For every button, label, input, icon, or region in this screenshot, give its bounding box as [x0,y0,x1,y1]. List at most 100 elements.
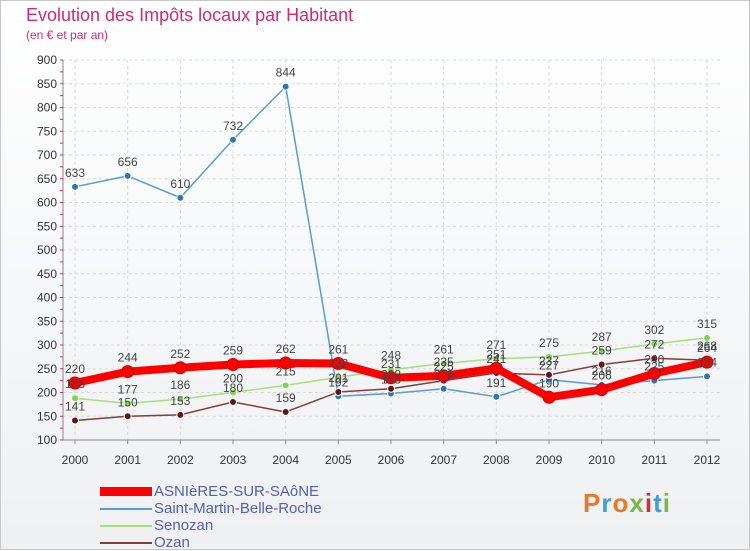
data-point [492,392,501,401]
data-label: 241 [486,352,506,366]
data-label: 275 [539,336,559,350]
data-label: 208 [434,368,454,382]
data-label: 216 [592,364,612,378]
data-point [176,410,185,419]
data-label: 227 [539,359,559,373]
x-tick-label: 2009 [536,453,563,467]
legend-item-asnieres: ASNIèRES-SUR-SAôNE [100,483,322,500]
y-tick-label: 350 [37,314,57,328]
x-tick-label: 2010 [588,453,615,467]
data-label: 208 [381,368,401,382]
logo-letter: o [612,488,630,518]
data-label: 153 [170,394,190,408]
data-point [650,354,659,363]
legend-item-ozan: Ozan [100,534,322,551]
data-point [71,394,79,403]
x-tick-label: 2012 [694,453,721,467]
data-label: 141 [65,400,85,414]
x-tick-label: 2008 [483,453,510,467]
data-point [281,407,290,416]
x-tick-label: 2005 [325,453,352,467]
legend-swatch-senozan [100,524,152,527]
data-label: 215 [276,364,296,378]
y-tick-label: 100 [37,433,57,447]
logo-letter: i [644,488,654,518]
data-label: 159 [276,391,296,405]
data-label: 315 [697,317,717,331]
data-point [123,412,132,421]
data-label: 177 [118,382,138,396]
data-point [439,359,448,368]
data-label: 264 [697,341,717,355]
data-label: 287 [592,330,612,344]
y-tick-label: 750 [37,124,57,138]
legend-label: ASNIèRES-SUR-SAôNE [154,483,320,500]
logo-letter: r [601,488,613,518]
data-label: 259 [223,343,243,357]
chart-subtitle: (en € et par an) [26,28,109,42]
data-label: 150 [118,395,138,409]
data-label: 201 [328,371,348,385]
logo-letter: P [583,488,602,518]
data-point [176,193,185,202]
data-label: 262 [276,342,296,356]
data-point [647,367,661,380]
data-label: 633 [65,166,85,180]
x-tick-label: 2011 [641,453,667,467]
data-label: 225 [434,360,454,374]
x-tick-label: 2004 [272,453,299,467]
data-point [437,369,451,383]
data-label: 656 [118,155,138,169]
data-point [703,333,711,342]
data-label: 232 [328,356,348,370]
y-tick-label: 500 [37,243,57,257]
data-label: 180 [223,381,243,395]
legend-item-senozan: Senozan [100,517,322,534]
data-point [123,399,132,408]
data-label: 844 [276,66,296,80]
data-label: 251 [486,347,506,361]
data-point [229,388,237,397]
data-label: 610 [170,177,190,191]
data-point [121,365,135,379]
data-point [650,340,659,349]
logo-letter: x [629,488,645,518]
data-label: 244 [118,351,138,365]
legend-swatch-asnieres [100,487,152,496]
data-point [334,373,343,382]
legend-swatch-saint-martin [100,507,152,510]
y-tick-label: 300 [37,338,57,352]
legend-swatch-ozan [100,541,152,544]
y-tick-label: 850 [37,77,57,91]
data-point [68,376,82,390]
legend-label: Saint-Martin-Belle-Roche [154,500,322,517]
proxiti-logo: Proxiti [583,488,671,519]
chart-title: Evolution des Impôts locaux par Habitant [26,5,354,25]
y-tick-label: 200 [37,386,57,400]
data-label: 240 [644,353,664,367]
axes: 100 150 200 250 300 350 400 450 500 550 600 650 700 7… [37,53,721,467]
data-label: 234 [697,355,717,369]
y-tick-label: 650 [37,172,57,186]
data-point [545,352,553,361]
data-point [331,357,345,371]
data-label: 252 [170,347,190,361]
data-point [229,135,237,144]
data-label: 732 [223,119,243,133]
data-label: 248 [381,349,401,363]
data-point [334,388,343,397]
data-point [71,182,79,191]
data-point [489,361,503,375]
data-point [123,171,132,180]
data-label: 235 [434,355,454,369]
data-label: 271 [486,338,506,352]
data-point [281,381,290,390]
data-point [387,384,395,393]
x-tick-label: 2001 [114,453,141,467]
data-point [226,357,240,371]
data-point [700,355,714,369]
legend-label: Senozan [154,517,214,534]
y-tick-label: 700 [37,148,57,162]
data-label: 192 [328,375,348,389]
